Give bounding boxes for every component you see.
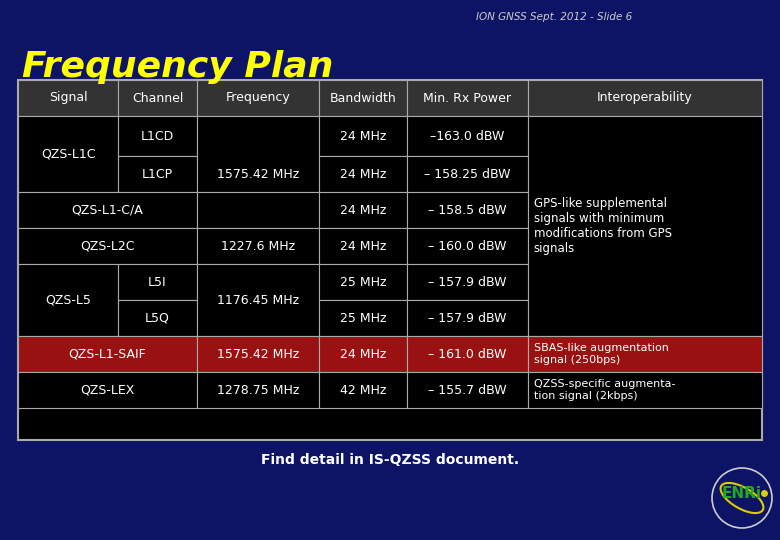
Bar [197,116,319,192]
Text: 1278.75 MHz: 1278.75 MHz [217,383,299,396]
Bar [119,300,197,336]
Text: QZS-L1-SAIF: QZS-L1-SAIF [69,348,146,361]
Text: 24 MHz: 24 MHz [340,240,386,253]
Text: L5I: L5I [148,275,167,288]
Bar [197,264,319,336]
Bar [319,228,407,264]
Text: Signal: Signal [49,91,87,105]
Text: – 160.0 dBW: – 160.0 dBW [428,240,507,253]
Bar [319,372,407,408]
Text: – 158.25 dBW: – 158.25 dBW [424,167,511,180]
Bar [319,80,407,116]
Text: 1575.42 MHz: 1575.42 MHz [217,167,299,180]
Text: 24 MHz: 24 MHz [340,130,386,143]
Bar [407,372,527,408]
Text: L1CD: L1CD [141,130,174,143]
Bar [407,336,527,372]
Bar [319,336,407,372]
Text: 25 MHz: 25 MHz [340,275,386,288]
Bar [407,156,527,192]
Text: 24 MHz: 24 MHz [340,348,386,361]
Text: 1227.6 MHz: 1227.6 MHz [221,240,295,253]
Bar [527,80,762,116]
Text: QZS-L1C: QZS-L1C [41,147,95,160]
Bar [407,80,527,116]
Bar [18,372,197,408]
Bar [407,192,527,228]
Bar [18,80,762,440]
Text: Min. Rx Power: Min. Rx Power [424,91,512,105]
Text: 25 MHz: 25 MHz [340,312,386,325]
Text: 42 MHz: 42 MHz [340,383,386,396]
Bar [527,116,762,336]
Text: QZSS-specific augmenta-
tion signal (2kbps): QZSS-specific augmenta- tion signal (2kb… [534,379,675,401]
Text: ENRi: ENRi [722,487,762,502]
Bar [119,80,197,116]
Text: Frequency Plan: Frequency Plan [22,50,333,84]
Text: QZS-L1-C/A: QZS-L1-C/A [72,204,144,217]
Text: L1CP: L1CP [142,167,173,180]
Bar [18,192,197,228]
Bar [407,264,527,300]
Bar [407,228,527,264]
Text: Find detail in IS-QZSS document.: Find detail in IS-QZSS document. [261,453,519,467]
Bar [407,300,527,336]
Text: QZS-L5: QZS-L5 [45,294,91,307]
Bar [319,264,407,300]
Circle shape [712,468,772,528]
Text: – 155.7 dBW: – 155.7 dBW [428,383,507,396]
Bar [119,264,197,300]
Text: Bandwidth: Bandwidth [330,91,396,105]
Text: – 157.9 dBW: – 157.9 dBW [428,312,507,325]
Bar [527,372,762,408]
Bar [319,300,407,336]
Text: – 157.9 dBW: – 157.9 dBW [428,275,507,288]
Text: 24 MHz: 24 MHz [340,204,386,217]
Bar [197,372,319,408]
Text: 1176.45 MHz: 1176.45 MHz [217,294,299,307]
Text: QZS-L2C: QZS-L2C [80,240,134,253]
Text: L5Q: L5Q [145,312,170,325]
Bar [119,156,197,192]
Bar [18,228,197,264]
Bar [119,116,197,156]
Bar [18,116,119,192]
Text: GPS-like supplemental
signals with minimum
modifications from GPS
signals: GPS-like supplemental signals with minim… [534,197,672,255]
Bar [197,192,319,228]
Text: Interoperability: Interoperability [597,91,693,105]
Bar [197,80,319,116]
Bar [407,116,527,156]
Text: QZS-LEX: QZS-LEX [80,383,134,396]
Bar [319,156,407,192]
Text: ION GNSS Sept. 2012 - Slide 6: ION GNSS Sept. 2012 - Slide 6 [476,12,633,22]
Bar [18,264,119,336]
Bar [319,116,407,156]
Text: SBAS-like augmentation
signal (250bps): SBAS-like augmentation signal (250bps) [534,343,668,365]
Bar [527,336,762,372]
Text: Frequency: Frequency [225,91,290,105]
Text: 1575.42 MHz: 1575.42 MHz [217,348,299,361]
Bar [18,80,119,116]
Text: Channel: Channel [132,91,183,105]
Text: – 161.0 dBW: – 161.0 dBW [428,348,506,361]
Text: –163.0 dBW: –163.0 dBW [431,130,505,143]
Bar [197,336,319,372]
Bar [319,192,407,228]
Bar [18,336,197,372]
Bar [197,228,319,264]
Text: 24 MHz: 24 MHz [340,167,386,180]
Text: – 158.5 dBW: – 158.5 dBW [428,204,507,217]
